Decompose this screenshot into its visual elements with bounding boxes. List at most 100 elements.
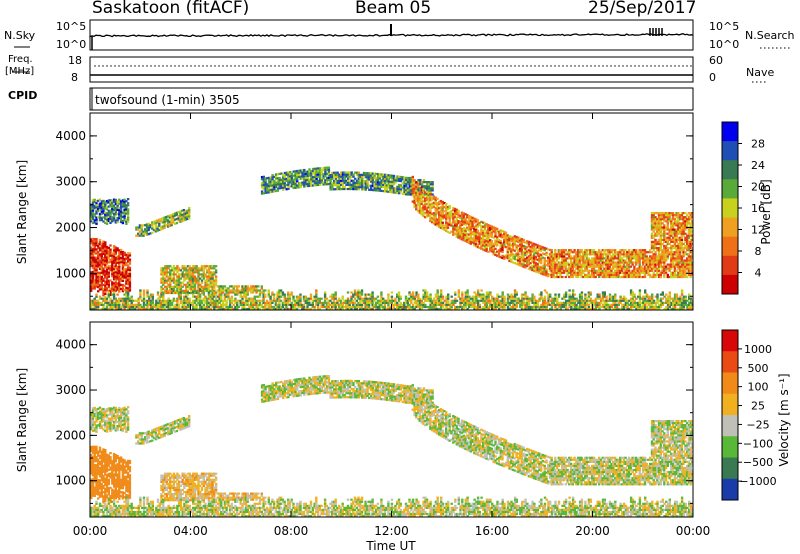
- power-echo-cell: [416, 195, 420, 198]
- power-echo-cell: [666, 238, 669, 241]
- power-echo-cell: [116, 272, 119, 275]
- power-echo-cell: [345, 175, 348, 178]
- power-echo-cell: [91, 301, 95, 304]
- power-echo-cell: [598, 255, 601, 258]
- power-echo-cell: [237, 299, 241, 302]
- power-echo-cell: [98, 267, 102, 270]
- power-echo-cell: [207, 301, 211, 304]
- power-echo-cell: [432, 195, 436, 198]
- power-echo-cell: [478, 246, 481, 249]
- power-echo-cell: [446, 214, 450, 217]
- power-echo-cell: [109, 215, 112, 218]
- power-echo-cell: [179, 293, 183, 296]
- power-echo-cell: [220, 287, 223, 290]
- power-echo-cell: [687, 273, 691, 276]
- power-echo-cell: [100, 251, 103, 254]
- power-echo-cell: [165, 269, 168, 272]
- power-echo-cell: [156, 305, 160, 309]
- power-echo-cell: [172, 267, 176, 270]
- power-echo-cell: [107, 205, 110, 208]
- power-echo-cell: [97, 255, 100, 258]
- power-echo-cell: [185, 271, 188, 274]
- power-echo-cell: [527, 245, 531, 248]
- power-echo-cell: [664, 259, 668, 262]
- nave-dot: [338, 65, 340, 67]
- nave-dot: [154, 65, 156, 67]
- power-echo-cell: [666, 236, 669, 239]
- power-echo-cell: [527, 255, 531, 258]
- nave-dot: [162, 65, 164, 67]
- power-echo-cell: [426, 185, 429, 188]
- power-echo-cell: [362, 171, 366, 175]
- power-echo-cell: [520, 244, 523, 247]
- power-echo-cell: [142, 301, 146, 304]
- power-echo-cell: [186, 275, 190, 278]
- power-echo-cell: [246, 307, 249, 310]
- power-echo-cell: [518, 241, 522, 244]
- power-echo-cell: [469, 238, 472, 241]
- power-echo-cell: [116, 270, 119, 273]
- power-echo-cell: [654, 247, 657, 250]
- power-echo-cell: [673, 251, 677, 254]
- power-echo-cell: [680, 275, 684, 279]
- power-echo-cell: [453, 211, 457, 215]
- power-echo-cell: [107, 275, 110, 278]
- power-echo-cell: [520, 242, 523, 245]
- power-echo-cell: [578, 251, 582, 254]
- power-echo-cell: [643, 257, 647, 260]
- power-echo-cell: [642, 263, 645, 266]
- nave-dot: [526, 65, 528, 67]
- power-echo-cell: [325, 172, 329, 175]
- power-echo-cell: [213, 271, 216, 274]
- power-echo-cell: [499, 241, 502, 244]
- power-echo-cell: [506, 242, 509, 245]
- power-echo-cell: [308, 184, 311, 187]
- power-echo-cell: [522, 261, 525, 264]
- power-echo-cell: [177, 293, 181, 296]
- power-echo-cell: [126, 264, 130, 267]
- power-echo-cell: [568, 267, 571, 270]
- power-echo-cell: [538, 269, 541, 272]
- power-echo-cell: [158, 299, 161, 302]
- power-echo-cell: [126, 274, 130, 277]
- power-echo-cell: [172, 287, 176, 290]
- power-echo-cell: [443, 216, 446, 219]
- power-echo-cell: [163, 271, 167, 274]
- power-echo-cell: [452, 233, 455, 236]
- power-echo-cell: [429, 209, 432, 212]
- power-echo-cell: [638, 275, 641, 279]
- power-echo-cell: [686, 244, 689, 248]
- power-echo-cell: [162, 287, 165, 290]
- power-echo-cell: [200, 299, 204, 302]
- power-echo-cell: [678, 244, 682, 248]
- power-echo-cell: [111, 289, 114, 292]
- power-echo-cell: [197, 281, 200, 284]
- power-echo-cell: [364, 180, 367, 183]
- power-echo-cell: [515, 248, 518, 251]
- power-echo-cell: [118, 299, 121, 302]
- power-echo-cell: [487, 238, 490, 241]
- power-echo-cell: [361, 178, 364, 181]
- power-echo-cell: [490, 229, 494, 232]
- power-echo-cell: [677, 230, 680, 233]
- power-echo-cell: [104, 203, 107, 206]
- nave-dot: [198, 65, 200, 67]
- power-echo-cell: [589, 249, 592, 252]
- power-echo-cell: [533, 257, 536, 260]
- power-echo-cell: [657, 265, 661, 268]
- power-echo-cell: [552, 271, 555, 274]
- power-echo-cell: [162, 281, 165, 284]
- power-echo-cell: [174, 305, 177, 309]
- power-echo-cell: [399, 190, 403, 193]
- power-echo-cell: [405, 189, 408, 192]
- power-echo-cell: [320, 169, 323, 172]
- power-echo-cell: [467, 223, 471, 226]
- power-echo-cell: [599, 267, 603, 270]
- power-echo-cell: [601, 265, 604, 268]
- power-echo-cell: [633, 249, 636, 252]
- power-echo-cell: [687, 267, 691, 270]
- power-echo-cell: [123, 270, 126, 273]
- power-echo-cell: [135, 228, 138, 231]
- power-echo-cell: [398, 192, 401, 195]
- power-echo-cell: [598, 261, 601, 264]
